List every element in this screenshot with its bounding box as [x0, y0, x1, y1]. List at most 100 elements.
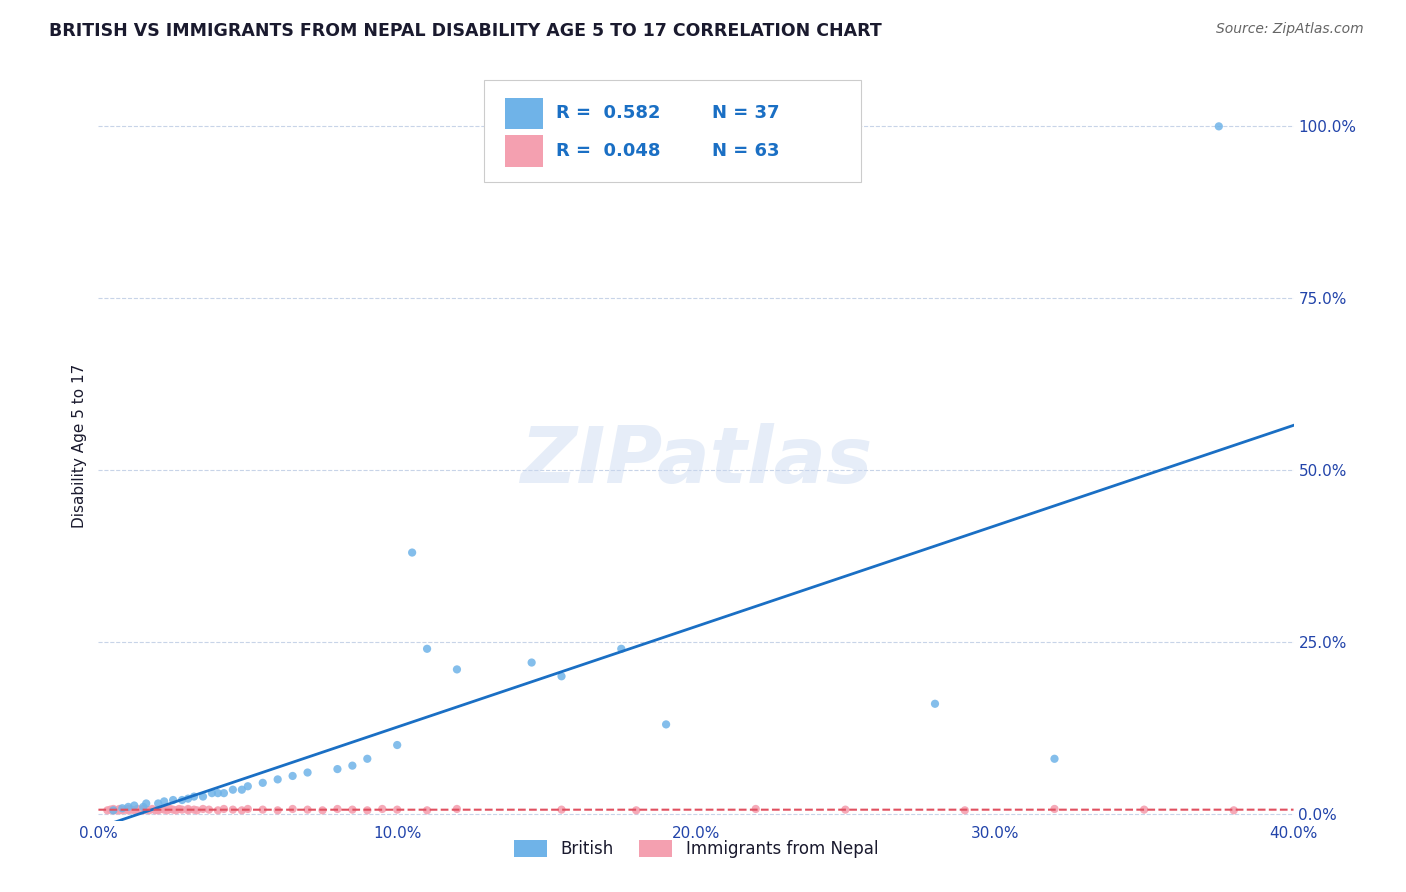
Point	[446, 662, 468, 676]
Point	[127, 802, 149, 816]
Point	[143, 803, 166, 817]
FancyBboxPatch shape	[485, 80, 860, 181]
Point	[98, 803, 122, 817]
Point	[520, 656, 543, 670]
Point	[953, 803, 976, 817]
Point	[135, 797, 157, 811]
Bar	[505, 97, 543, 129]
Point	[177, 802, 200, 816]
Point	[297, 765, 319, 780]
Point	[198, 803, 221, 817]
Point	[231, 803, 253, 817]
Point	[120, 803, 142, 817]
Point	[127, 803, 149, 817]
Point	[236, 779, 259, 793]
Text: ZIPatlas: ZIPatlas	[520, 423, 872, 499]
Point	[342, 803, 364, 817]
Point	[148, 803, 170, 817]
Point	[132, 803, 155, 817]
Point	[172, 793, 194, 807]
Point	[172, 803, 194, 817]
Point	[111, 801, 134, 815]
Point	[834, 803, 856, 817]
Point	[124, 798, 146, 813]
Point	[1223, 803, 1246, 817]
Point	[1208, 120, 1230, 134]
Point	[385, 738, 409, 752]
Y-axis label: Disability Age 5 to 17: Disability Age 5 to 17	[72, 364, 87, 528]
Point	[148, 803, 170, 817]
Point	[141, 802, 163, 816]
Point	[165, 803, 187, 817]
Point	[108, 802, 131, 816]
Point	[626, 803, 648, 817]
Point	[550, 669, 572, 683]
Point	[311, 803, 333, 817]
Point	[371, 802, 394, 816]
Point	[236, 802, 259, 816]
Point	[135, 803, 157, 817]
Point	[148, 797, 170, 811]
Point	[281, 802, 304, 816]
Point	[297, 803, 319, 817]
Point	[252, 803, 274, 817]
Point	[222, 803, 245, 817]
Point	[655, 717, 678, 731]
Point	[105, 803, 128, 817]
Point	[550, 803, 572, 817]
Point	[156, 803, 179, 817]
Point	[326, 762, 349, 776]
Point	[326, 802, 349, 816]
Point	[129, 803, 152, 817]
Text: Source: ZipAtlas.com: Source: ZipAtlas.com	[1216, 22, 1364, 37]
Point	[186, 803, 208, 817]
Point	[416, 803, 439, 817]
Point	[207, 803, 229, 817]
Point	[212, 786, 235, 800]
Point	[267, 772, 290, 787]
Point	[150, 802, 173, 816]
Point	[924, 697, 946, 711]
Point	[231, 782, 253, 797]
Point	[111, 803, 134, 817]
Point	[416, 641, 439, 656]
Point	[114, 803, 136, 817]
Point	[132, 800, 155, 814]
Point	[117, 802, 139, 816]
Point	[1043, 752, 1066, 766]
Point	[610, 641, 633, 656]
Point	[212, 802, 235, 816]
Point	[117, 800, 139, 814]
Point	[124, 803, 146, 817]
Text: R =  0.048: R = 0.048	[557, 142, 661, 160]
Point	[446, 802, 468, 816]
Point	[108, 803, 131, 817]
Point	[252, 776, 274, 790]
Text: N = 63: N = 63	[711, 142, 779, 160]
Point	[132, 802, 155, 816]
Point	[356, 803, 378, 817]
Point	[222, 782, 245, 797]
Point	[267, 803, 290, 817]
Point	[177, 803, 200, 817]
Text: BRITISH VS IMMIGRANTS FROM NEPAL DISABILITY AGE 5 TO 17 CORRELATION CHART: BRITISH VS IMMIGRANTS FROM NEPAL DISABIL…	[49, 22, 882, 40]
Point	[401, 545, 423, 559]
Point	[117, 803, 139, 817]
Point	[1043, 802, 1066, 816]
Point	[162, 793, 184, 807]
Text: N = 37: N = 37	[711, 104, 779, 122]
Point	[183, 789, 205, 804]
Point	[183, 803, 205, 817]
Point	[385, 803, 409, 817]
Point	[191, 789, 214, 804]
Point	[153, 794, 176, 808]
Point	[138, 803, 160, 817]
Point	[745, 802, 768, 816]
Text: R =  0.582: R = 0.582	[557, 104, 661, 122]
Point	[153, 803, 176, 817]
Point	[162, 803, 184, 817]
Point	[103, 802, 125, 816]
Legend: British, Immigrants from Nepal: British, Immigrants from Nepal	[508, 833, 884, 864]
Point	[96, 803, 118, 817]
Point	[342, 758, 364, 772]
